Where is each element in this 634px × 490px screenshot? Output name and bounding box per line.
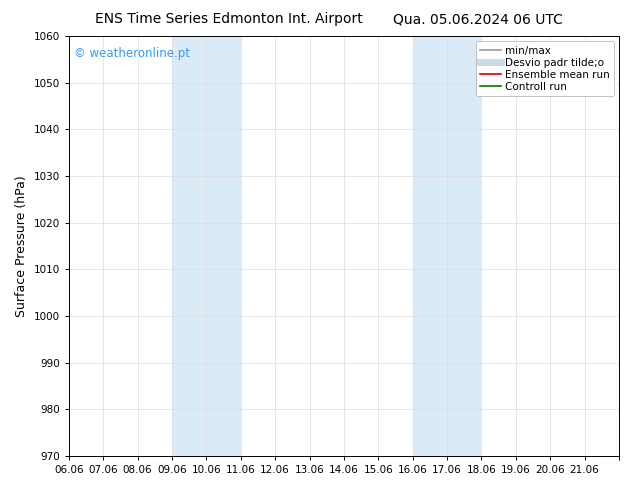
Text: ENS Time Series Edmonton Int. Airport: ENS Time Series Edmonton Int. Airport: [95, 12, 363, 26]
Bar: [413, 36, 481, 456]
Legend: min/max, Desvio padr tilde;o, Ensemble mean run, Controll run: min/max, Desvio padr tilde;o, Ensemble m…: [476, 41, 614, 96]
Text: Qua. 05.06.2024 06 UTC: Qua. 05.06.2024 06 UTC: [393, 12, 563, 26]
Text: © weatheronline.pt: © weatheronline.pt: [74, 47, 190, 60]
Bar: [172, 36, 241, 456]
Y-axis label: Surface Pressure (hPa): Surface Pressure (hPa): [15, 175, 28, 317]
